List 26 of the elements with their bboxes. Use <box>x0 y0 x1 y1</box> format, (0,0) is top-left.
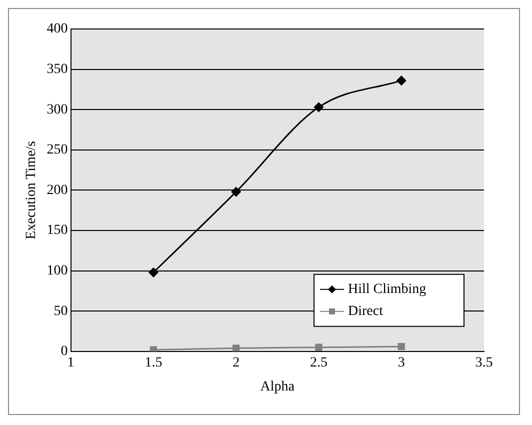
y-tick-label: 150 <box>46 223 68 238</box>
x-tick-label: 3.5 <box>475 355 493 370</box>
y-tick-label: 300 <box>46 102 68 118</box>
y-tick-label: 50 <box>54 304 68 319</box>
legend-label: Hill Climbing <box>348 282 426 298</box>
y-tick-label: 250 <box>46 142 68 158</box>
y-tick-label: 350 <box>46 62 68 77</box>
x-tick-label: 1 <box>67 355 74 370</box>
y-tick-label: 100 <box>46 263 68 278</box>
x-tick-label: 2 <box>232 355 240 370</box>
y-axis-title: Execution Time/s <box>24 140 40 240</box>
point <box>148 268 158 278</box>
point <box>314 102 324 112</box>
point <box>398 342 405 350</box>
y-tick-label: 0 <box>60 344 68 360</box>
y-tick-label: 200 <box>46 182 68 198</box>
point <box>315 344 322 351</box>
point <box>396 76 406 86</box>
point <box>232 344 240 352</box>
point <box>231 187 241 197</box>
x-tick-label: 2.5 <box>310 355 328 370</box>
y-tick-label: 400 <box>46 22 68 37</box>
x-axis-title: Alpha <box>260 379 296 394</box>
x-tick-label: 1.5 <box>144 355 162 370</box>
x-tick-label: 3 <box>398 355 405 370</box>
legend-label: Direct <box>348 304 384 320</box>
